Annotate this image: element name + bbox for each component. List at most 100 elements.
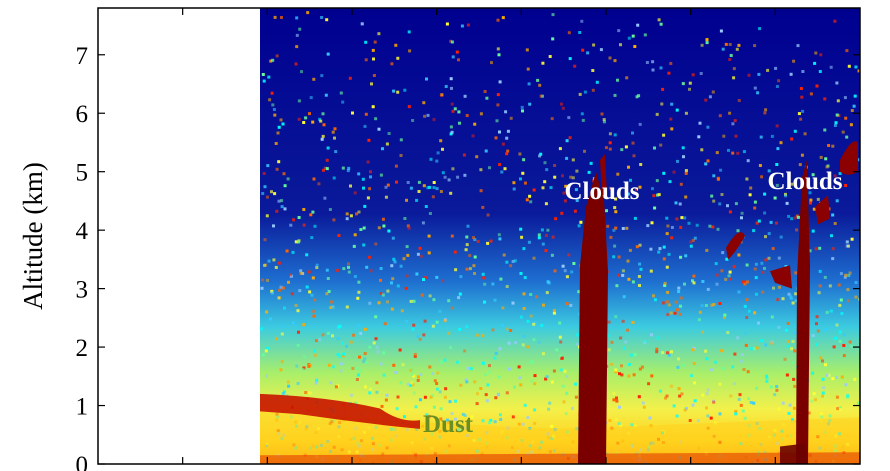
speckle-pixel	[526, 198, 529, 201]
speckle-pixel	[744, 305, 747, 308]
speckle-pixel	[583, 150, 586, 153]
speckle-pixel	[488, 421, 491, 424]
speckle-pixel	[392, 258, 395, 261]
speckle-pixel	[260, 327, 263, 330]
speckle-pixel	[800, 87, 803, 90]
speckle-pixel	[413, 300, 416, 303]
speckle-pixel	[575, 170, 578, 173]
speckle-pixel	[553, 370, 556, 373]
speckle-pixel	[548, 402, 551, 405]
speckle-pixel	[847, 299, 850, 302]
speckle-pixel	[387, 230, 390, 233]
speckle-pixel	[701, 304, 704, 307]
speckle-pixel	[565, 375, 568, 378]
speckle-pixel	[422, 101, 425, 104]
speckle-pixel	[506, 391, 509, 394]
speckle-pixel	[775, 389, 778, 392]
speckle-pixel	[476, 392, 479, 395]
speckle-pixel	[530, 315, 533, 318]
speckle-pixel	[612, 398, 615, 401]
speckle-pixel	[708, 225, 711, 228]
speckle-pixel	[838, 284, 841, 287]
speckle-pixel	[413, 392, 416, 395]
speckle-pixel	[524, 276, 527, 279]
speckle-pixel	[535, 295, 538, 298]
speckle-pixel	[622, 320, 625, 323]
speckle-pixel	[298, 289, 301, 292]
speckle-pixel	[382, 351, 385, 354]
speckle-pixel	[375, 381, 378, 384]
speckle-pixel	[552, 236, 555, 239]
speckle-pixel	[463, 350, 466, 353]
speckle-pixel	[403, 257, 406, 260]
speckle-pixel	[829, 414, 832, 417]
speckle-pixel	[551, 381, 554, 384]
speckle-pixel	[340, 369, 343, 372]
speckle-pixel	[712, 401, 715, 404]
speckle-pixel	[764, 343, 767, 346]
speckle-pixel	[472, 264, 475, 267]
speckle-pixel	[526, 48, 529, 51]
speckle-pixel	[574, 210, 577, 213]
speckle-pixel	[419, 398, 422, 401]
speckle-pixel	[562, 385, 565, 388]
speckle-pixel	[374, 117, 377, 120]
speckle-pixel	[282, 123, 285, 126]
speckle-pixel	[754, 201, 757, 204]
speckle-pixel	[693, 362, 696, 365]
speckle-pixel	[269, 318, 272, 321]
speckle-pixel	[262, 73, 265, 76]
speckle-pixel	[561, 357, 564, 360]
speckle-pixel	[579, 221, 582, 224]
speckle-pixel	[490, 61, 493, 64]
speckle-pixel	[834, 124, 837, 127]
speckle-pixel	[349, 185, 352, 188]
speckle-pixel	[797, 44, 800, 47]
speckle-pixel	[538, 233, 541, 236]
speckle-pixel	[718, 383, 721, 386]
speckle-pixel	[642, 402, 645, 405]
speckle-pixel	[394, 371, 397, 374]
speckle-pixel	[614, 133, 617, 136]
speckle-pixel	[326, 159, 329, 162]
speckle-pixel	[723, 314, 726, 317]
speckle-pixel	[390, 281, 393, 284]
speckle-pixel	[830, 66, 833, 69]
speckle-pixel	[591, 69, 594, 72]
speckle-pixel	[497, 93, 500, 96]
speckle-pixel	[412, 324, 415, 327]
speckle-pixel	[661, 351, 664, 354]
speckle-pixel	[710, 195, 713, 198]
speckle-pixel	[646, 61, 649, 64]
speckle-pixel	[287, 177, 290, 180]
speckle-pixel	[729, 395, 732, 398]
speckle-pixel	[286, 250, 289, 253]
speckle-pixel	[569, 136, 572, 139]
speckle-pixel	[731, 365, 734, 368]
speckle-pixel	[757, 322, 760, 325]
speckle-pixel	[333, 177, 336, 180]
speckle-pixel	[636, 95, 639, 98]
speckle-pixel	[792, 302, 795, 305]
speckle-pixel	[636, 245, 639, 248]
speckle-pixel	[735, 135, 738, 138]
speckle-pixel	[840, 299, 843, 302]
speckle-pixel	[369, 175, 372, 178]
speckle-pixel	[432, 325, 435, 328]
speckle-pixel	[756, 91, 759, 94]
speckle-pixel	[719, 114, 722, 117]
speckle-pixel	[853, 378, 856, 381]
speckle-pixel	[338, 325, 341, 328]
speckle-pixel	[406, 274, 409, 277]
speckle-pixel	[629, 249, 632, 252]
speckle-pixel	[823, 129, 826, 132]
speckle-pixel	[822, 378, 825, 381]
speckle-pixel	[466, 114, 469, 117]
speckle-pixel	[551, 37, 554, 40]
speckle-pixel	[835, 376, 838, 379]
speckle-pixel	[486, 383, 489, 386]
speckle-pixel	[842, 344, 845, 347]
speckle-pixel	[454, 107, 457, 110]
speckle-pixel	[385, 196, 388, 199]
speckle-pixel	[843, 354, 846, 357]
